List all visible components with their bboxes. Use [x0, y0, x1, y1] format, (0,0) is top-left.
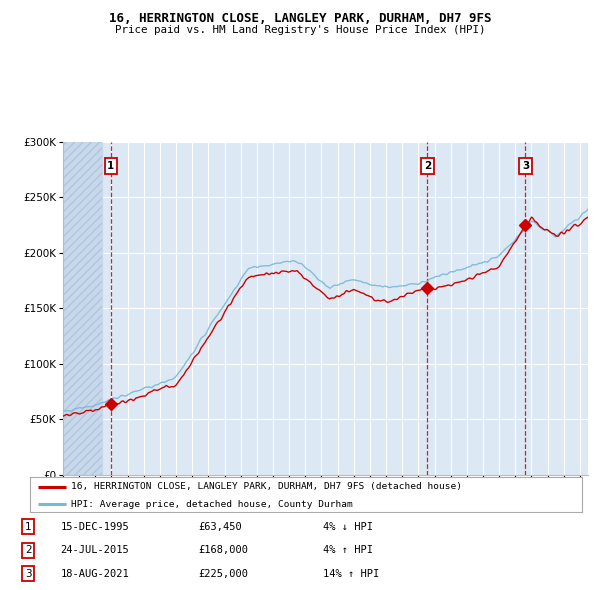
Bar: [63, 142, 102, 475]
Text: £63,450: £63,450: [199, 522, 242, 532]
Text: HPI: Average price, detached house, County Durham: HPI: Average price, detached house, Coun…: [71, 500, 353, 509]
Text: £168,000: £168,000: [199, 545, 248, 555]
Text: 15-DEC-1995: 15-DEC-1995: [60, 522, 129, 532]
Text: 2: 2: [25, 545, 31, 555]
Text: 16, HERRINGTON CLOSE, LANGLEY PARK, DURHAM, DH7 9FS (detached house): 16, HERRINGTON CLOSE, LANGLEY PARK, DURH…: [71, 483, 463, 491]
Text: 3: 3: [25, 569, 31, 579]
Text: 24-JUL-2015: 24-JUL-2015: [60, 545, 129, 555]
Text: 1: 1: [107, 161, 115, 171]
Bar: [63, 142, 102, 475]
Text: 4% ↑ HPI: 4% ↑ HPI: [323, 545, 373, 555]
Text: 1: 1: [25, 522, 31, 532]
Text: 2: 2: [424, 161, 431, 171]
Text: Price paid vs. HM Land Registry's House Price Index (HPI): Price paid vs. HM Land Registry's House …: [115, 25, 485, 35]
Text: £225,000: £225,000: [199, 569, 248, 579]
Text: 16, HERRINGTON CLOSE, LANGLEY PARK, DURHAM, DH7 9FS: 16, HERRINGTON CLOSE, LANGLEY PARK, DURH…: [109, 12, 491, 25]
Text: 4% ↓ HPI: 4% ↓ HPI: [323, 522, 373, 532]
Text: 14% ↑ HPI: 14% ↑ HPI: [323, 569, 379, 579]
Text: 18-AUG-2021: 18-AUG-2021: [60, 569, 129, 579]
Text: 3: 3: [522, 161, 529, 171]
